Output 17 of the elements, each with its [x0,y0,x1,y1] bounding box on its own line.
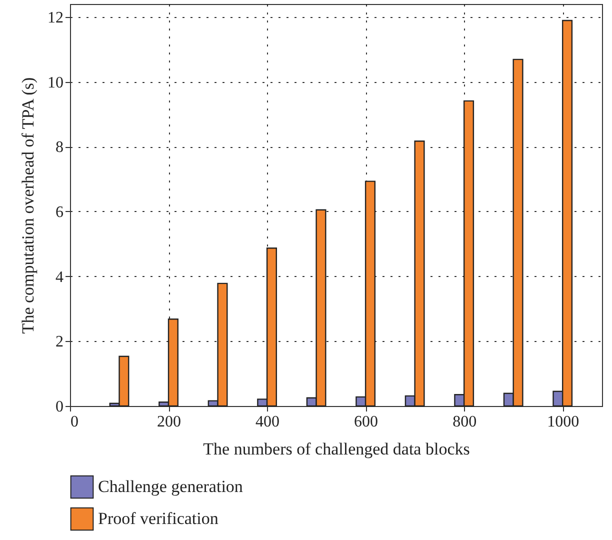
x-tick-label: 200 [157,414,182,430]
x-tick-label: 600 [354,414,378,430]
y-tick-label: 8 [56,139,64,156]
y-tick-label: 0 [56,398,64,416]
x-tick-label: 800 [452,414,477,430]
y-tick-label: 10 [48,74,64,92]
y-tick-label: 12 [48,9,64,26]
x-tick-label: 0 [70,414,78,430]
y-axis-title: The computation overhead of TPA (s) [18,77,38,334]
legend-label: Challenge generation [98,477,244,496]
y-tick-label: 2 [56,334,64,351]
x-axis-title: The numbers of challenged data blocks [203,440,470,458]
y-tick-label: 6 [56,204,64,221]
x-tick-label: 400 [256,414,280,430]
legend-label: Proof verification [98,509,219,528]
y-tick-label: 4 [56,268,64,286]
x-tick-label: 1000 [547,414,580,430]
